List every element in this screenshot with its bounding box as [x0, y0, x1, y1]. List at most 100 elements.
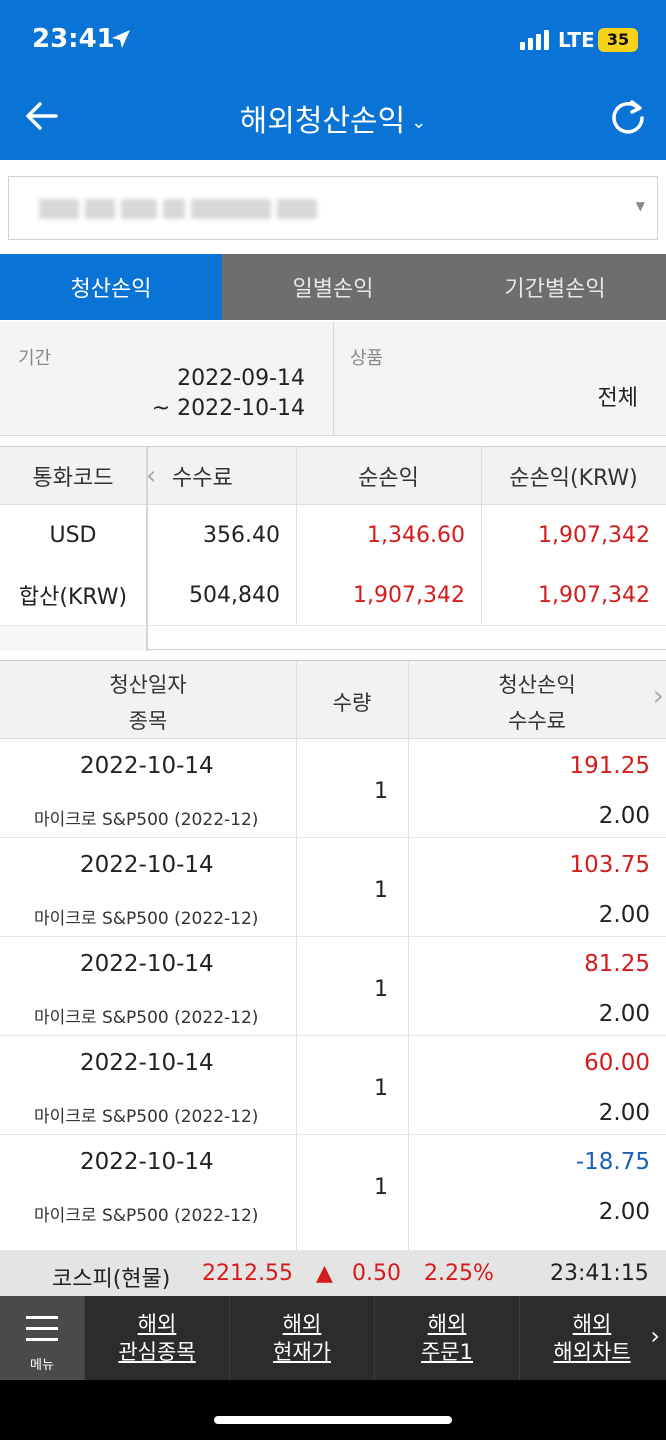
nav-label-line1: 해외: [282, 1312, 322, 1336]
row-item: 마이크로 S&P500 (2022-12): [34, 810, 259, 830]
ticker-name: 코스피(현물): [52, 1267, 171, 1292]
account-selector[interactable]: ▼: [8, 176, 658, 240]
period-to[interactable]: ~ 2022-10-14: [151, 396, 305, 421]
row-pnl: 191.25: [569, 753, 650, 779]
summary-net-usd: 1,346.60: [367, 522, 465, 548]
nav-label-line2: 주문1: [420, 1340, 473, 1364]
nav-order[interactable]: 해외 주문1: [374, 1296, 519, 1380]
refresh-icon[interactable]: [608, 96, 648, 136]
list-header-fee: 수수료: [508, 709, 566, 733]
settlement-list: 청산일자 종목 수량 청산손익 수수료 › 2022-10-14 마이크로 S&…: [0, 660, 666, 1251]
product-value[interactable]: 전체: [597, 386, 638, 411]
row-pnl: 103.75: [569, 852, 650, 878]
home-indicator-area: [0, 1380, 666, 1440]
summary-header-fee: ‹ 수수료: [146, 447, 296, 505]
row-item: 마이크로 S&P500 (2022-12): [34, 1206, 259, 1226]
summary-netkrw-total: 1,907,342: [538, 582, 650, 608]
summary-fee-usd: 356.40: [203, 522, 280, 548]
nav-chart[interactable]: 해외 해외차트: [519, 1296, 664, 1380]
list-header-date: 청산일자: [109, 673, 187, 697]
status-time: 23:41: [32, 24, 115, 54]
network-label: LTE: [558, 28, 595, 52]
period-divider: [333, 322, 334, 436]
summary-row-divider: [0, 625, 666, 626]
summary-code-usd: USD: [0, 505, 146, 565]
ticker-percent: 2.25%: [424, 1261, 494, 1286]
nav-more-chevron-icon[interactable]: ›: [650, 1322, 660, 1350]
list-row[interactable]: 2022-10-14 마이크로 S&P500 (2022-12) 1 81.25…: [0, 937, 666, 1036]
summary-fee-total: 504,840: [189, 582, 280, 608]
bottom-nav: 메뉴 해외 관심종목 해외 현재가 해외 주문1 해외 해외차트: [0, 1296, 666, 1380]
list-header-divider: [296, 661, 297, 739]
summary-fee-column: ‹ 수수료 356.40 504,840: [146, 447, 296, 651]
row-item: 마이크로 S&P500 (2022-12): [34, 909, 259, 929]
row-qty: 1: [374, 1175, 388, 1200]
nav-label-line2: 현재가: [273, 1340, 331, 1364]
menu-label: 메뉴: [30, 1358, 54, 1373]
ticker-price: 2212.55: [202, 1261, 293, 1286]
tab-settlement-pnl[interactable]: 청산손익: [0, 254, 222, 320]
menu-button[interactable]: 메뉴: [0, 1296, 84, 1380]
back-arrow-icon[interactable]: [22, 96, 62, 136]
row-date: 2022-10-14: [80, 753, 214, 779]
list-row[interactable]: 2022-10-14 마이크로 S&P500 (2022-12) 1 60.00…: [0, 1036, 666, 1135]
list-divider: [408, 739, 409, 1251]
scroll-left-icon[interactable]: ‹: [146, 460, 157, 491]
market-ticker[interactable]: 코스피(현물) 2212.55 ▲ 0.50 2.25% 23:41:15: [0, 1250, 666, 1296]
list-row[interactable]: 2022-10-14 마이크로 S&P500 (2022-12) 1 -18.7…: [0, 1135, 666, 1234]
row-fee: 2.00: [598, 803, 650, 829]
row-date: 2022-10-14: [80, 1050, 214, 1076]
row-fee: 2.00: [598, 902, 650, 928]
summary-divider: [296, 447, 297, 625]
list-divider: [296, 739, 297, 1251]
summary-netkrw-usd: 1,907,342: [538, 522, 650, 548]
home-indicator[interactable]: [214, 1416, 452, 1424]
list-header: 청산일자 종목 수량 청산손익 수수료 ›: [0, 661, 666, 739]
row-pnl: 81.25: [584, 951, 650, 977]
row-date: 2022-10-14: [80, 951, 214, 977]
page-title[interactable]: 해외청산손익 ⌄: [0, 96, 666, 140]
row-item: 마이크로 S&P500 (2022-12): [34, 1107, 259, 1127]
product-label: 상품: [350, 348, 384, 369]
summary-code-total: 합산(KRW): [0, 565, 146, 625]
summary-divider: [481, 447, 482, 625]
ticker-change: 0.50: [352, 1261, 401, 1286]
nav-label-line1: 해외: [137, 1312, 177, 1336]
list-header-qty: 수량: [332, 691, 372, 715]
nav-current-price[interactable]: 해외 현재가: [229, 1296, 374, 1380]
nav-label-line1: 해외: [427, 1312, 467, 1336]
row-pnl: 60.00: [584, 1050, 650, 1076]
ticker-time: 23:41:15: [550, 1261, 649, 1286]
list-row[interactable]: 2022-10-14 마이크로 S&P500 (2022-12) 1 191.2…: [0, 739, 666, 838]
row-pnl: -18.75: [575, 1149, 650, 1175]
summary-header-code: 통화코드: [0, 447, 146, 505]
list-row[interactable]: 2022-10-14 마이크로 S&P500 (2022-12) 1 103.7…: [0, 838, 666, 937]
period-from[interactable]: 2022-09-14: [177, 366, 305, 391]
up-triangle-icon: ▲: [316, 1261, 333, 1286]
nav-watchlist[interactable]: 해외 관심종목: [84, 1296, 229, 1380]
hamburger-icon: [26, 1316, 58, 1349]
row-item: 마이크로 S&P500 (2022-12): [34, 1008, 259, 1028]
nav-label-line1: 해외: [572, 1312, 612, 1336]
nav-label-line2: 관심종목: [118, 1340, 196, 1364]
summary-header-fee-label: 수수료: [172, 465, 233, 491]
row-qty: 1: [374, 878, 388, 903]
row-fee: 2.00: [598, 1001, 650, 1027]
app-header: 23:41 LTE 35 해외청산손익 ⌄: [0, 0, 666, 160]
tab-bar: 청산손익 일별손익 기간별손익: [0, 254, 666, 320]
location-arrow-icon: [112, 30, 130, 48]
dropdown-caret-icon: ▼: [635, 199, 645, 213]
battery-icon: 35: [598, 28, 638, 52]
summary-header-net: 순손익: [296, 447, 481, 505]
list-header-pnl: 청산손익: [498, 673, 576, 697]
list-header-divider: [408, 661, 409, 739]
summary-code-column: 통화코드 USD 합산(KRW): [0, 447, 148, 651]
tab-daily-pnl[interactable]: 일별손익: [222, 254, 444, 320]
chevron-down-icon: ⌄: [411, 112, 427, 133]
row-qty: 1: [374, 779, 388, 804]
summary-net-total: 1,907,342: [353, 582, 465, 608]
row-date: 2022-10-14: [80, 1149, 214, 1175]
scroll-right-icon[interactable]: ›: [652, 679, 664, 712]
tab-period-pnl[interactable]: 기간별손익: [444, 254, 666, 320]
summary-header-netkrw: 순손익(KRW): [481, 447, 666, 505]
